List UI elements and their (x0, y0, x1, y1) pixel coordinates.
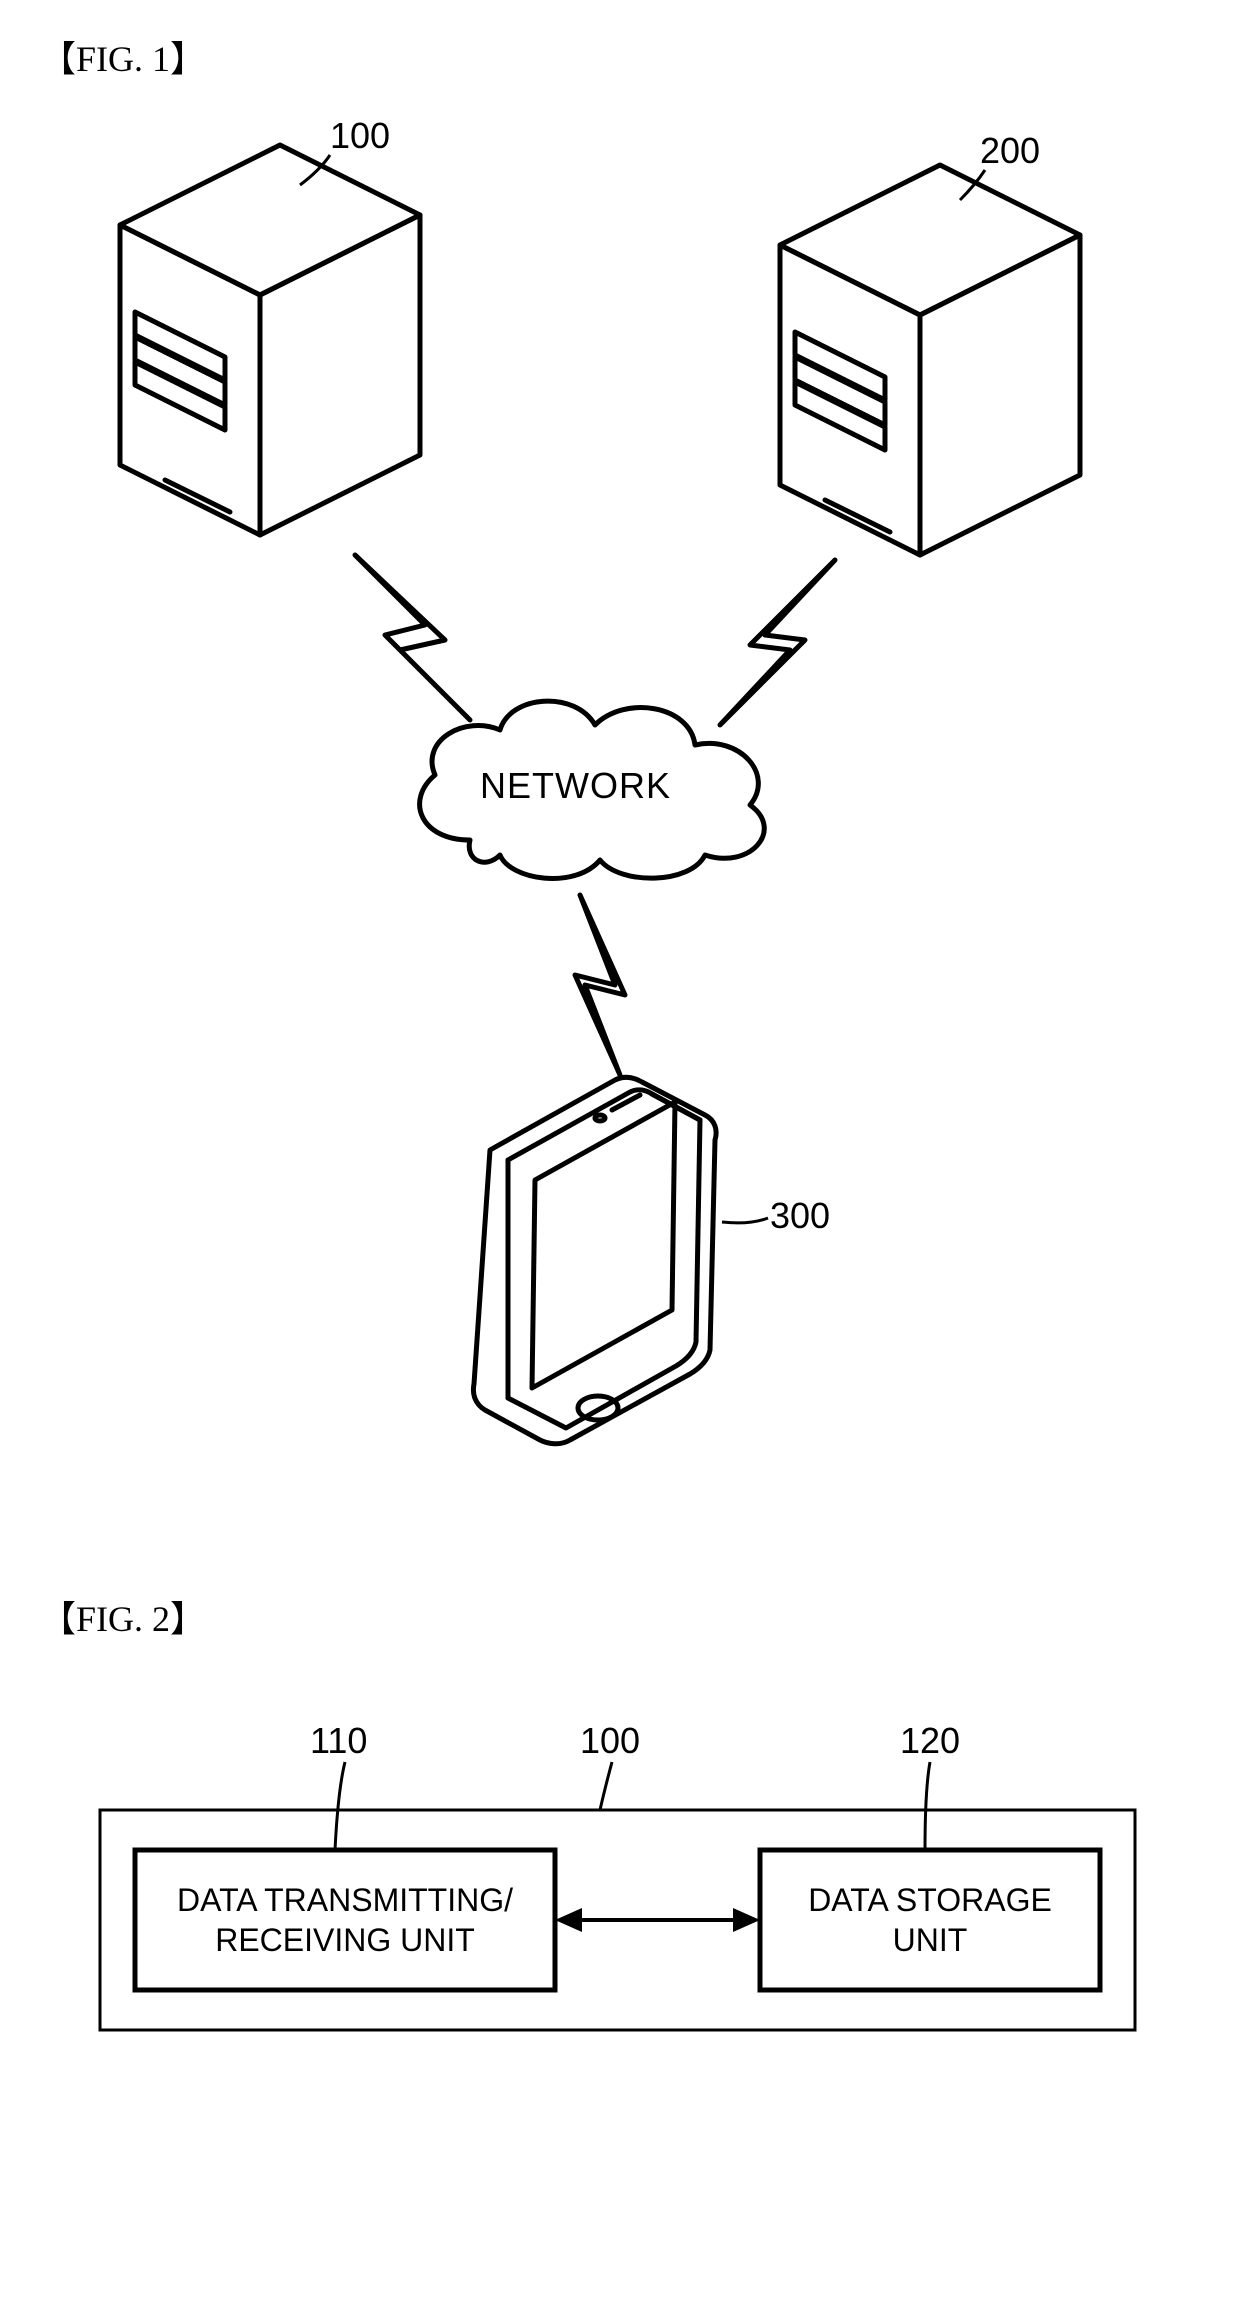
fig2-ref-110: 110 (310, 1720, 367, 1762)
page: 【FIG. 1】 100 (0, 0, 1240, 2310)
fig2-box1: DATA TRANSMITTING/ RECEIVING UNIT (135, 1850, 555, 1990)
fig2-ref-120: 120 (900, 1720, 960, 1762)
fig2-box1-line1: DATA TRANSMITTING/ (177, 1880, 513, 1920)
fig2-box1-line2: RECEIVING UNIT (215, 1920, 475, 1960)
fig2-box2-line2: UNIT (893, 1920, 968, 1960)
fig2-ref-100: 100 (580, 1720, 640, 1762)
fig2-box2: DATA STORAGE UNIT (760, 1850, 1100, 1990)
fig2-box2-line1: DATA STORAGE (808, 1880, 1052, 1920)
